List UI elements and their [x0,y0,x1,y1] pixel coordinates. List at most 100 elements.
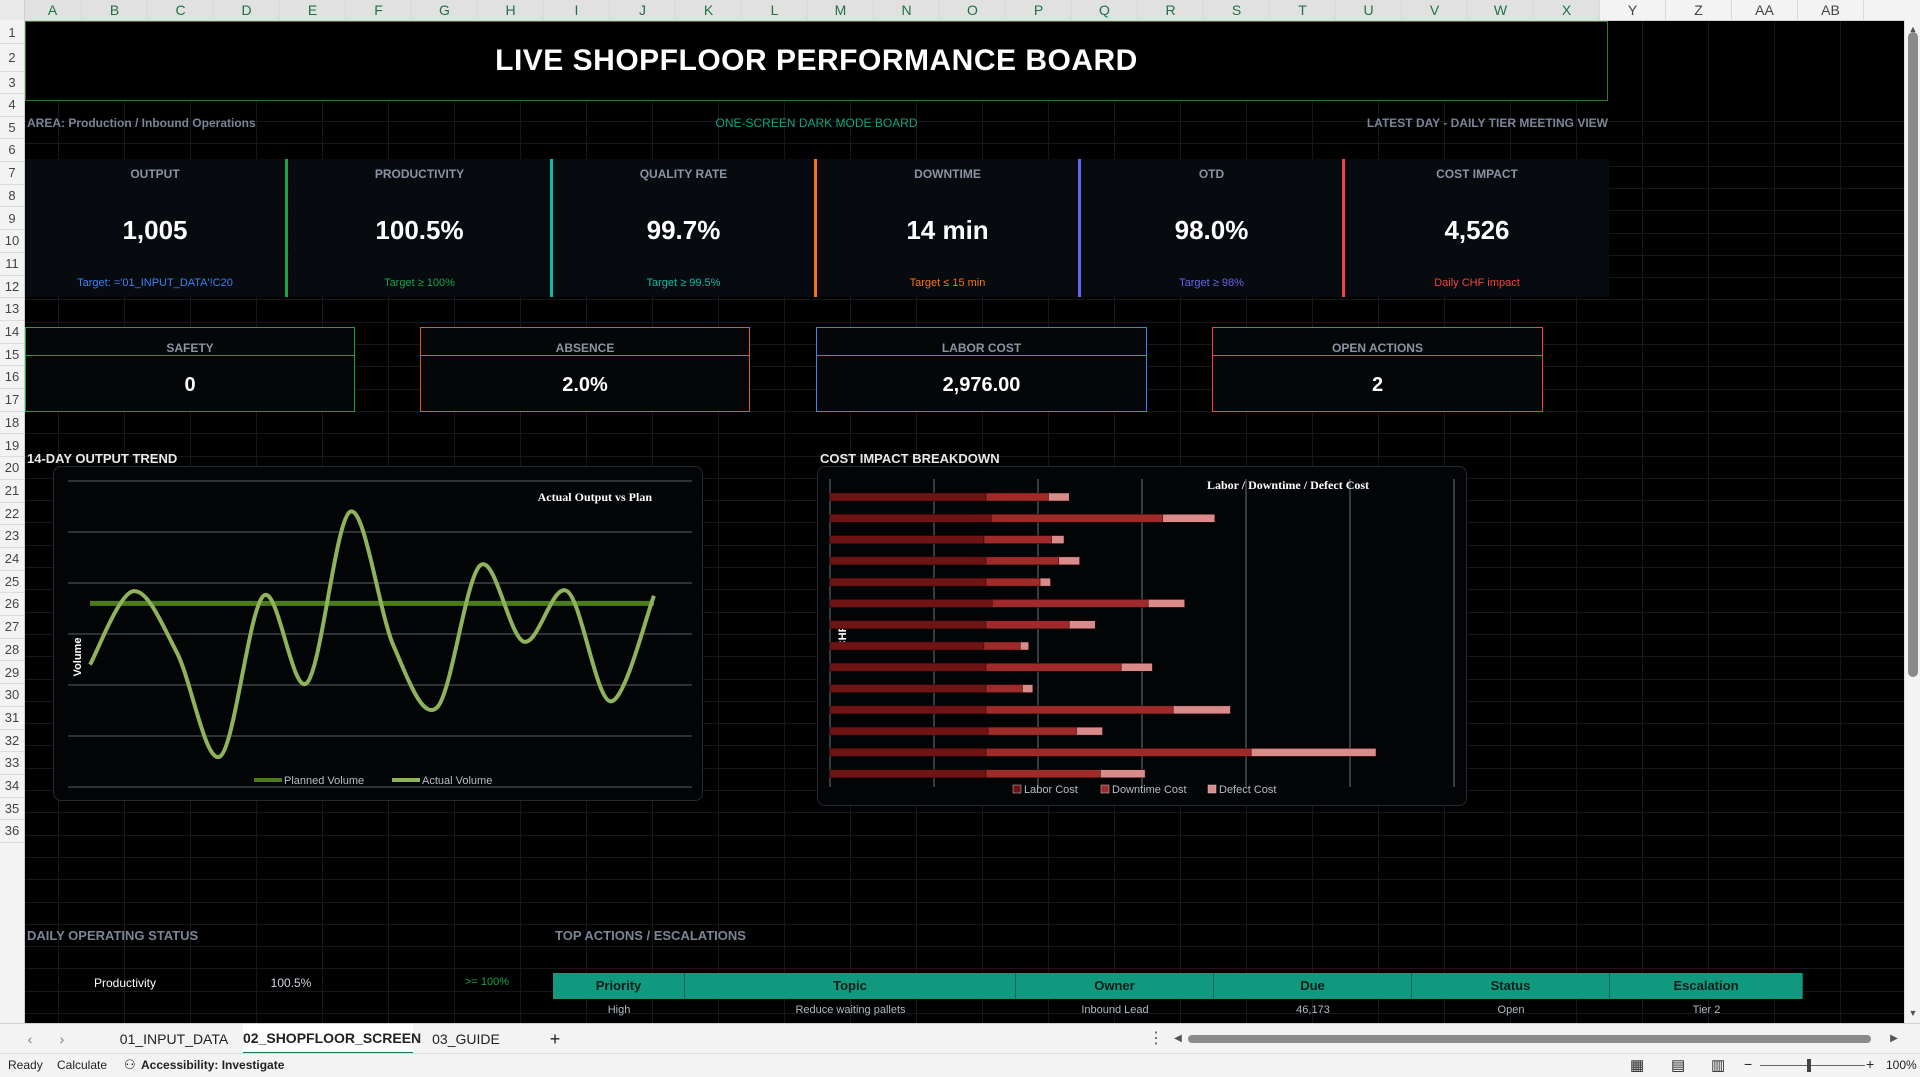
tab-guide[interactable]: 03_GUIDE [432,1031,500,1047]
row-header-35[interactable]: 35 [0,798,24,821]
column-header-m[interactable]: M [808,0,874,20]
row-header-12[interactable]: 12 [0,276,24,299]
table-header-owner[interactable]: Owner [1016,973,1214,999]
column-header-s[interactable]: S [1204,0,1270,20]
accessibility-status[interactable]: Accessibility: Investigate [141,1058,285,1072]
row-header-34[interactable]: 34 [0,775,24,798]
row-header-28[interactable]: 28 [0,639,24,662]
row-header-13[interactable]: 13 [0,298,24,321]
row-header-25[interactable]: 25 [0,571,24,594]
row-header-21[interactable]: 21 [0,480,24,503]
row-header-3[interactable]: 3 [0,72,24,94]
next-sheet-icon[interactable]: › [59,1031,65,1047]
column-header-b[interactable]: B [82,0,148,20]
zoom-slider-thumb[interactable] [1807,1059,1811,1072]
vertical-scrollbar[interactable]: ▲ ▼ [1904,20,1920,1023]
zoom-slider[interactable] [1760,1065,1865,1066]
row-header-29[interactable]: 29 [0,662,24,685]
row-header-15[interactable]: 15 [0,344,24,367]
zoom-in-icon[interactable]: + [1866,1056,1875,1072]
column-header-t[interactable]: T [1270,0,1336,20]
row-header-16[interactable]: 16 [0,366,24,390]
column-header-i[interactable]: I [544,0,610,20]
column-header-o[interactable]: O [940,0,1006,20]
table-cell[interactable]: Tier 2 [1692,1004,1721,1016]
column-header-u[interactable]: U [1336,0,1402,20]
column-header-n[interactable]: N [874,0,940,20]
normal-view-icon[interactable]: ▦ [1630,1057,1645,1074]
row-header-17[interactable]: 17 [0,389,24,412]
column-header-ab[interactable]: AB [1798,0,1864,20]
column-header-g[interactable]: G [412,0,478,20]
cost-breakdown-chart[interactable]: Labor / Downtime / Defect Cost CHF Labor C… [817,466,1467,806]
table-header-escalation[interactable]: Escalation [1610,973,1803,999]
row-header-19[interactable]: 19 [0,435,24,458]
table-cell[interactable]: 46,173 [1296,1004,1330,1016]
column-header-k[interactable]: K [676,0,742,20]
column-header-v[interactable]: V [1402,0,1468,20]
column-header-f[interactable]: F [346,0,412,20]
row-header-27[interactable]: 27 [0,616,24,639]
calculate-button[interactable]: Calculate [57,1058,108,1072]
table-cell[interactable]: Reduce waiting pallets [795,1004,906,1016]
table-cell[interactable]: Inbound Lead [1081,1004,1149,1016]
zoom-level[interactable]: 100% [1886,1058,1917,1072]
tab-input-data[interactable]: 01_INPUT_DATA [119,1031,229,1047]
column-header-y[interactable]: Y [1600,0,1666,20]
scroll-up-icon[interactable]: ▲ [1908,24,1918,34]
row-header-10[interactable]: 10 [0,230,24,253]
row-header-23[interactable]: 23 [0,525,24,548]
row-header-1[interactable]: 1 [0,21,24,44]
table-cell[interactable]: High [607,1004,631,1016]
row-header-22[interactable]: 22 [0,503,24,526]
column-header-l[interactable]: L [742,0,808,20]
horizontal-scroll-thumb[interactable] [1188,1035,1871,1043]
row-header-8[interactable]: 8 [0,185,24,208]
column-header-r[interactable]: R [1138,0,1204,20]
column-header-a[interactable]: A [24,0,82,20]
row-header-14[interactable]: 14 [0,321,24,344]
row-header-9[interactable]: 9 [0,208,24,231]
table-header-priority[interactable]: Priority [553,973,685,999]
row-header-4[interactable]: 4 [0,94,24,117]
row-header-11[interactable]: 11 [0,253,24,276]
select-all-corner[interactable] [0,0,25,20]
row-header-26[interactable]: 26 [0,593,24,617]
prev-sheet-icon[interactable]: ‹ [27,1031,33,1047]
row-header-2[interactable]: 2 [0,44,24,72]
scroll-left-icon[interactable]: ◀ [1174,1033,1182,1044]
row-header-24[interactable]: 24 [0,548,24,571]
row-header-18[interactable]: 18 [0,412,24,435]
row-header-32[interactable]: 32 [0,730,24,753]
row-header-6[interactable]: 6 [0,139,24,163]
more-options-icon[interactable]: ⋮ [1148,1030,1164,1047]
column-header-x[interactable]: X [1534,0,1600,20]
output-trend-chart[interactable]: Actual Output vs Plan Volume Planned Volum… [53,466,703,801]
worksheet-grid[interactable]: LIVE SHOPFLOOR PERFORMANCE BOARD AREA: P… [25,21,1904,1023]
column-header-e[interactable]: E [280,0,346,20]
row-header-30[interactable]: 30 [0,684,24,707]
table-cell[interactable]: Open [1497,1004,1525,1016]
column-header-h[interactable]: H [478,0,544,20]
column-header-d[interactable]: D [214,0,280,20]
column-header-w[interactable]: W [1468,0,1534,20]
column-header-aa[interactable]: AA [1732,0,1798,20]
row-header-31[interactable]: 31 [0,707,24,730]
title-cell[interactable]: LIVE SHOPFLOOR PERFORMANCE BOARD [25,21,1608,101]
row-header-20[interactable]: 20 [0,457,24,480]
column-header-q[interactable]: Q [1072,0,1138,20]
column-header-p[interactable]: P [1006,0,1072,20]
table-header-status[interactable]: Status [1412,973,1610,999]
table-header-topic[interactable]: Topic [685,973,1016,999]
add-sheet-icon[interactable]: + [549,1029,561,1049]
row-header-5[interactable]: 5 [0,117,24,140]
column-header-z[interactable]: Z [1666,0,1732,20]
scroll-right-icon[interactable]: ▶ [1890,1033,1898,1044]
table-header-due[interactable]: Due [1214,973,1412,999]
page-layout-icon[interactable]: ▤ [1671,1057,1686,1074]
scroll-down-icon[interactable]: ▼ [1908,1008,1918,1018]
row-header-7[interactable]: 7 [0,162,24,185]
row-header-33[interactable]: 33 [0,752,24,775]
page-break-icon[interactable]: ▥ [1711,1057,1726,1074]
column-header-j[interactable]: J [610,0,676,20]
